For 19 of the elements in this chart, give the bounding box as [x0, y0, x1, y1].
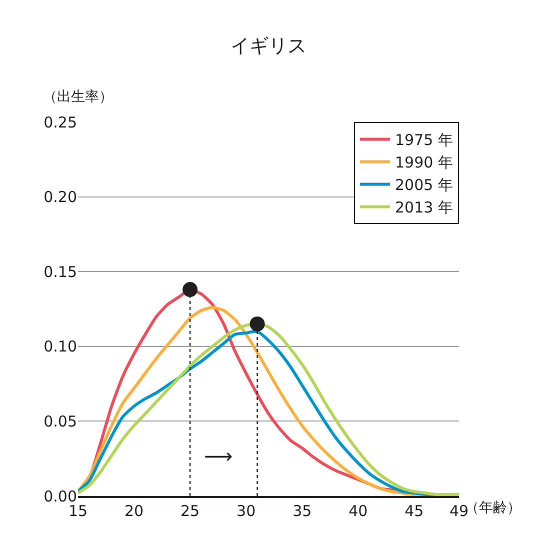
x-tick-label: 45	[404, 502, 424, 520]
annotation: ⟶	[204, 444, 233, 468]
legend-label: 1990 年	[395, 154, 453, 172]
legend-label: 1975 年	[395, 131, 453, 150]
x-tick-label: 49	[449, 502, 469, 520]
y-tick-label: 0.20	[44, 188, 77, 206]
y-axis-title: （出生率）	[43, 89, 113, 105]
y-tick-label: 0.10	[44, 338, 77, 356]
y-tick-label: 0.25	[44, 113, 77, 132]
legend-label: 2005 年	[395, 176, 453, 194]
x-tick-label: 20	[124, 502, 144, 520]
x-tick-label: 25	[180, 502, 200, 520]
y-tick-label: 0.15	[44, 262, 77, 281]
chart-title: イギリス	[230, 35, 306, 58]
legend-label: 2013 年	[395, 198, 453, 217]
x-tick-label: 40	[348, 502, 368, 520]
x-tick-label: 35	[292, 502, 312, 520]
y-tick-label: 0.05	[44, 412, 77, 430]
x-tick-label: 30	[236, 502, 256, 520]
